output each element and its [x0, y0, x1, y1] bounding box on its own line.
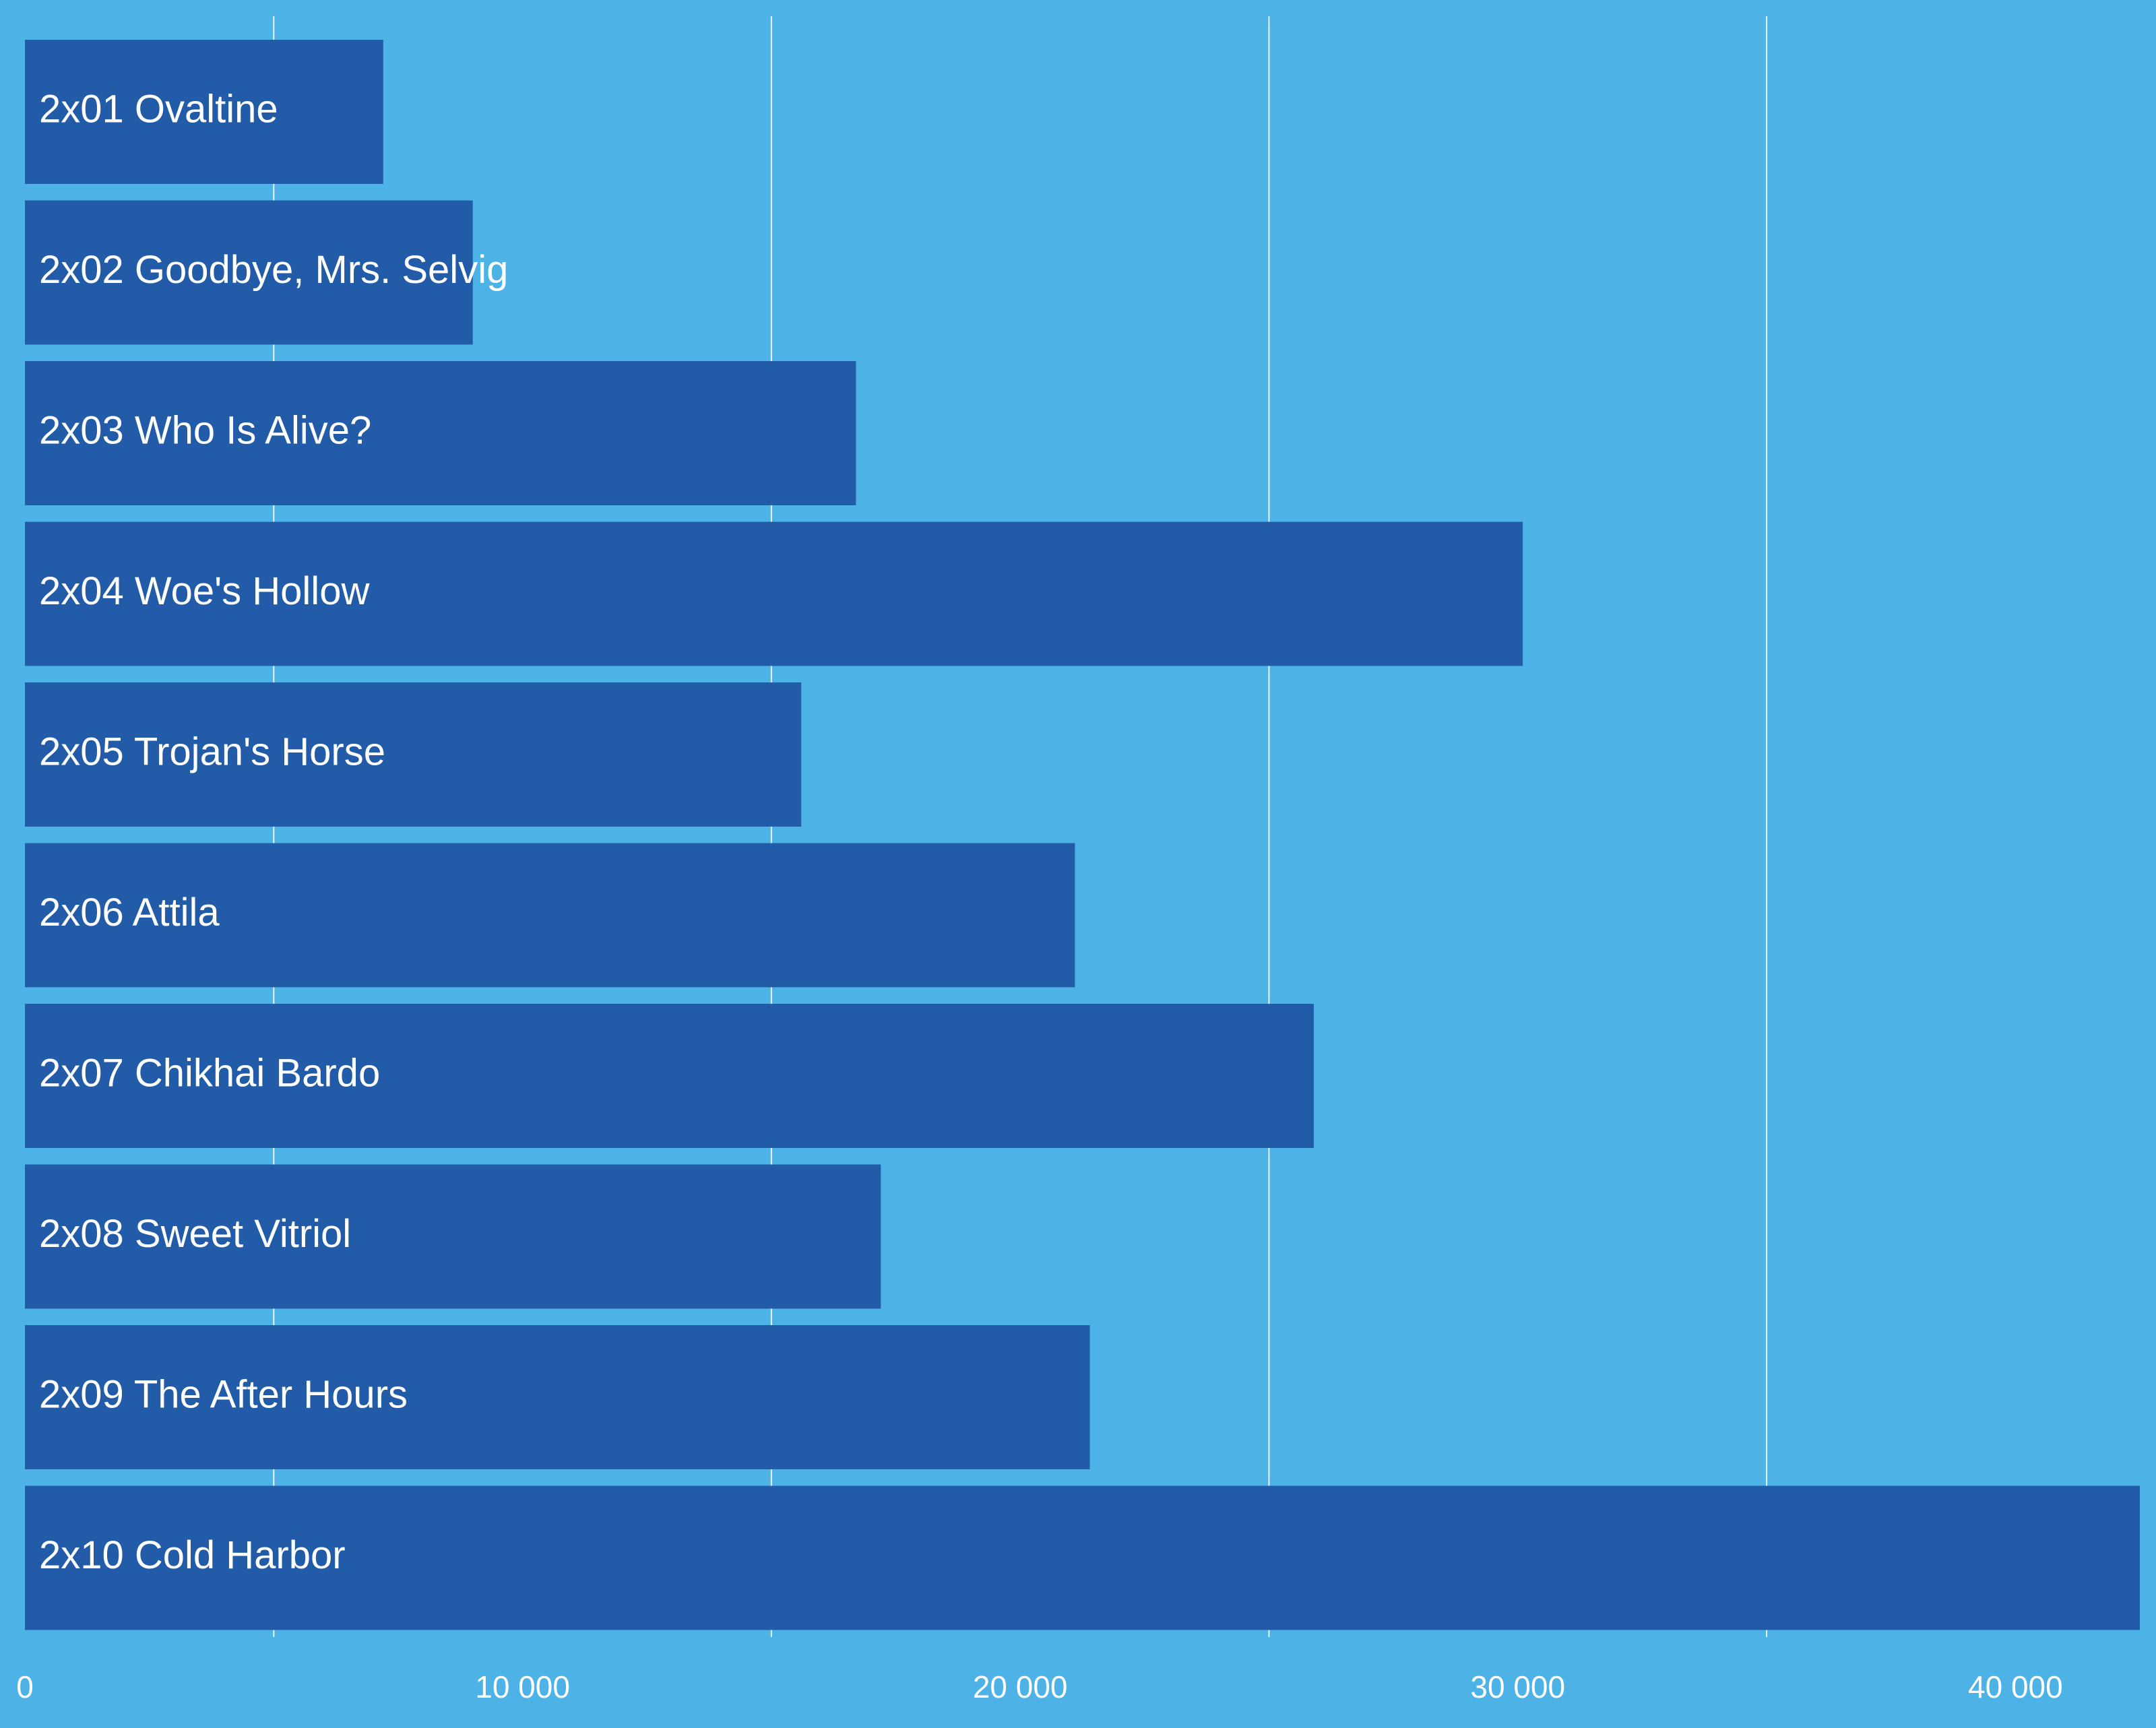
bar: [25, 682, 802, 827]
x-tick-label: 20 000: [973, 1669, 1068, 1704]
bar: [25, 1004, 1314, 1148]
bar-label: 2x07 Chikhai Bardo: [39, 1051, 380, 1095]
bars: [25, 40, 2140, 1630]
bar-label: 2x08 Sweet Vitriol: [39, 1212, 351, 1256]
bar: [25, 200, 473, 345]
bar: [25, 843, 1075, 988]
bar: [25, 1164, 881, 1309]
bar-label: 2x09 The After Hours: [39, 1372, 408, 1416]
bar: [25, 521, 1523, 666]
x-tick-label: 10 000: [475, 1669, 570, 1704]
bar: [25, 40, 383, 184]
x-tick-label: 0: [16, 1669, 34, 1704]
bar-labels: 2x01 Ovaltine 2x02 Goodbye, Mrs. Selvig 2x…: [39, 87, 508, 1577]
bar-label: 2x03 Who Is Alive?: [39, 408, 371, 452]
x-tick-label: 40 000: [1968, 1669, 2063, 1704]
bar-label: 2x02 Goodbye, Mrs. Selvig: [39, 248, 508, 292]
bar-label: 2x04 Woe's Hollow: [39, 569, 370, 613]
x-axis-ticks: 0 10 000 20 000 30 000 40 000: [16, 1669, 2063, 1704]
bar: [25, 1325, 1090, 1469]
bar-label: 2x10 Cold Harbor: [39, 1533, 346, 1577]
bar: [25, 1485, 2140, 1630]
x-tick-label: 30 000: [1470, 1669, 1565, 1704]
bar-label: 2x05 Trojan's Horse: [39, 730, 385, 773]
bar: [25, 361, 856, 505]
bar-label: 2x01 Ovaltine: [39, 87, 278, 131]
bar-label: 2x06 Attila: [39, 891, 220, 934]
